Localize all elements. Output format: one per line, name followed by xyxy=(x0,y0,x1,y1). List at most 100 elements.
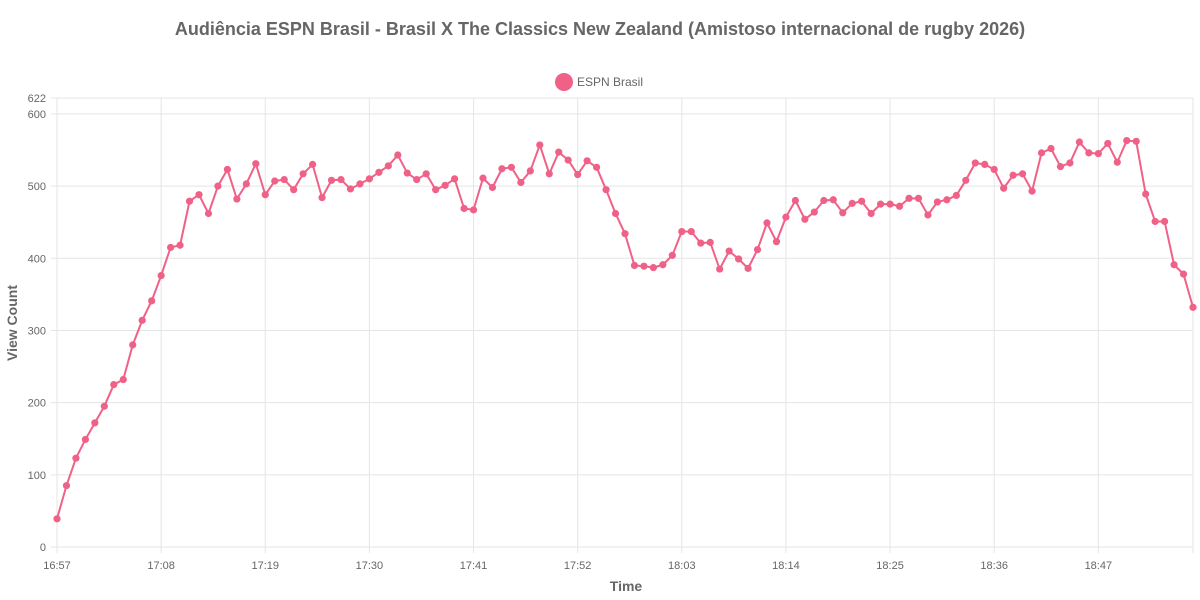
data-point[interactable] xyxy=(1132,137,1140,145)
data-point[interactable] xyxy=(138,316,146,324)
data-point[interactable] xyxy=(337,175,345,184)
data-point[interactable] xyxy=(924,211,932,219)
data-point[interactable] xyxy=(176,241,184,249)
data-point[interactable] xyxy=(185,197,194,205)
data-point[interactable] xyxy=(659,261,667,269)
data-point[interactable] xyxy=(602,186,610,194)
data-point[interactable] xyxy=(119,375,127,384)
data-point[interactable] xyxy=(621,230,629,238)
data-point[interactable] xyxy=(204,209,213,218)
data-point[interactable] xyxy=(384,162,392,170)
data-point[interactable] xyxy=(261,191,269,199)
data-point[interactable] xyxy=(858,197,866,205)
data-point[interactable] xyxy=(441,181,449,189)
data-point[interactable] xyxy=(1028,187,1036,195)
data-point[interactable] xyxy=(545,170,553,178)
data-point[interactable] xyxy=(526,167,534,175)
data-point[interactable] xyxy=(782,213,790,221)
data-point[interactable] xyxy=(1037,149,1046,157)
data-point[interactable] xyxy=(81,435,89,444)
data-point[interactable] xyxy=(100,402,108,410)
data-point[interactable] xyxy=(299,170,307,178)
data-point[interactable] xyxy=(1142,190,1150,198)
data-point[interactable] xyxy=(839,209,847,217)
data-point[interactable] xyxy=(195,191,203,199)
data-point[interactable] xyxy=(735,255,743,263)
data-point[interactable] xyxy=(53,515,61,523)
data-point[interactable] xyxy=(469,206,478,214)
data-point[interactable] xyxy=(413,175,421,184)
data-point[interactable] xyxy=(91,419,99,427)
data-point[interactable] xyxy=(640,262,648,270)
data-point[interactable] xyxy=(422,170,430,178)
data-point[interactable] xyxy=(517,178,525,187)
data-point[interactable] xyxy=(460,204,468,213)
data-point[interactable] xyxy=(1056,162,1065,171)
data-point[interactable] xyxy=(1104,139,1112,148)
data-point[interactable] xyxy=(242,180,250,188)
legend[interactable]: ESPN Brasil xyxy=(555,73,643,91)
data-point[interactable] xyxy=(214,182,222,190)
data-point[interactable] xyxy=(611,209,620,218)
data-point[interactable] xyxy=(451,175,459,183)
data-point[interactable] xyxy=(1094,149,1102,158)
data-point[interactable] xyxy=(271,177,279,185)
data-point[interactable] xyxy=(763,219,771,227)
data-point[interactable] xyxy=(649,264,658,272)
data-point[interactable] xyxy=(744,264,752,272)
data-point[interactable] xyxy=(791,196,800,205)
data-point[interactable] xyxy=(829,196,837,204)
data-point[interactable] xyxy=(1000,184,1008,192)
data-point[interactable] xyxy=(536,141,544,149)
data-point[interactable] xyxy=(309,160,317,169)
data-point[interactable] xyxy=(678,227,686,236)
data-point[interactable] xyxy=(555,148,563,156)
data-point[interactable] xyxy=(725,247,733,255)
data-point[interactable] xyxy=(1085,149,1093,157)
data-point[interactable] xyxy=(716,265,724,273)
data-point[interactable] xyxy=(895,202,904,210)
data-point[interactable] xyxy=(583,157,591,165)
data-point[interactable] xyxy=(962,176,970,184)
data-point[interactable] xyxy=(488,183,497,192)
data-point[interactable] xyxy=(593,163,601,171)
data-point[interactable] xyxy=(1179,270,1188,278)
data-point[interactable] xyxy=(1066,159,1074,167)
data-point[interactable] xyxy=(668,251,676,259)
data-point[interactable] xyxy=(952,191,960,200)
data-point[interactable] xyxy=(564,156,572,164)
data-point[interactable] xyxy=(157,271,165,280)
data-point[interactable] xyxy=(365,175,373,183)
data-point[interactable] xyxy=(1009,171,1017,179)
data-point[interactable] xyxy=(877,200,885,208)
data-point[interactable] xyxy=(280,175,288,184)
data-point[interactable] xyxy=(507,163,515,171)
data-point[interactable] xyxy=(1047,144,1055,153)
data-point[interactable] xyxy=(914,194,923,202)
data-point[interactable] xyxy=(810,208,818,216)
data-point[interactable] xyxy=(981,160,989,169)
data-point[interactable] xyxy=(479,174,487,182)
data-point[interactable] xyxy=(129,341,137,349)
data-point[interactable] xyxy=(801,215,809,223)
data-point[interactable] xyxy=(233,195,241,203)
data-point[interactable] xyxy=(1189,303,1197,311)
data-point[interactable] xyxy=(148,297,156,305)
data-point[interactable] xyxy=(753,245,762,254)
data-point[interactable] xyxy=(630,261,639,270)
data-point[interactable] xyxy=(110,380,118,389)
data-point[interactable] xyxy=(375,168,383,176)
data-point[interactable] xyxy=(290,186,298,194)
data-point[interactable] xyxy=(706,238,714,246)
data-point[interactable] xyxy=(498,165,506,173)
data-point[interactable] xyxy=(403,169,411,177)
data-point[interactable] xyxy=(848,199,856,207)
data-point[interactable] xyxy=(697,239,705,247)
data-point[interactable] xyxy=(1161,217,1169,226)
data-point[interactable] xyxy=(356,180,364,188)
data-point[interactable] xyxy=(943,196,951,204)
data-point[interactable] xyxy=(905,194,913,202)
data-point[interactable] xyxy=(574,170,582,179)
data-point[interactable] xyxy=(886,200,894,208)
data-point[interactable] xyxy=(1019,170,1027,178)
